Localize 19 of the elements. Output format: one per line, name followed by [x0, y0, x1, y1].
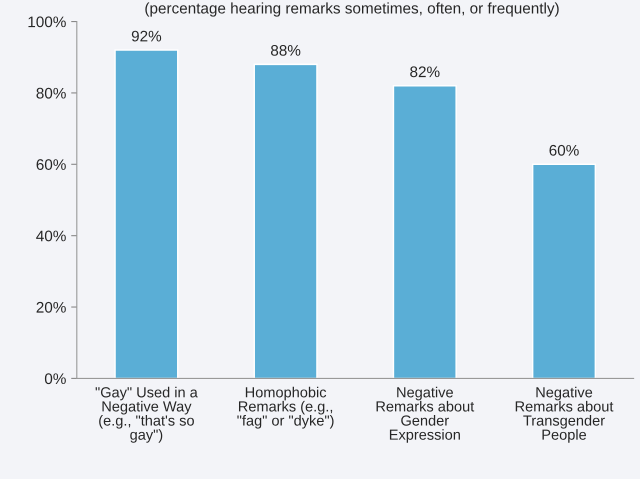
y-tick-label: 0%: [44, 373, 66, 384]
y-tick-label: 40%: [36, 230, 66, 242]
data-label: 88%: [270, 44, 300, 56]
y-tick-label: 20%: [36, 302, 66, 313]
x-tick-label: Negative Remarks about Transgender People: [516, 386, 614, 443]
x-tick-label: Homophobic Remarks (e.g., "fag" or "dyke"): [237, 386, 334, 429]
bar: [254, 64, 318, 378]
bar: [392, 85, 457, 378]
bar: [114, 49, 178, 378]
data-label: 82%: [410, 66, 440, 78]
data-label: 92%: [132, 30, 162, 42]
x-tick-label: "Gay" Used in a Negative Way (e.g., "that's so gay"): [96, 386, 198, 443]
y-tick-label: 80%: [36, 88, 66, 99]
x-tick-label: Negative Remarks about Gender Expression: [376, 386, 474, 443]
y-tick-label: 60%: [36, 159, 66, 170]
chart-subtitle: (percentage hearing remarks sometimes, often, or frequently): [145, 2, 559, 17]
bar: [532, 164, 596, 378]
y-tick-label: 100%: [28, 16, 66, 28]
data-label: 60%: [549, 144, 579, 156]
